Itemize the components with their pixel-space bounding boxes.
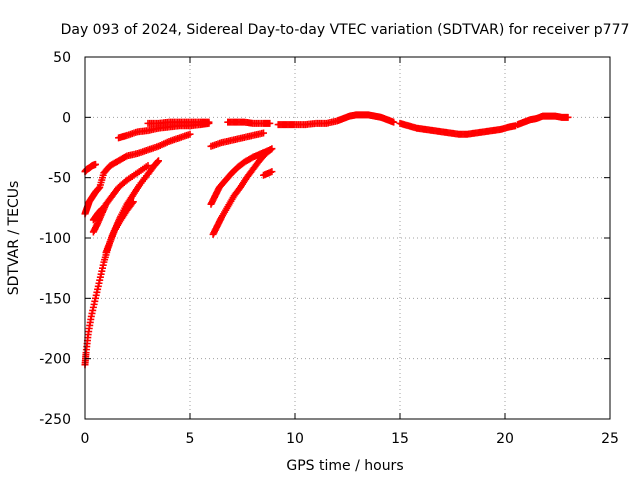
y-tick-label: -100 <box>39 231 71 247</box>
series-arc-m <box>260 168 276 179</box>
y-tick-label: -50 <box>48 171 71 187</box>
series-arc-a <box>81 157 162 369</box>
grid-lines <box>85 57 610 419</box>
data-point <box>122 153 130 161</box>
x-tick-label: 15 <box>391 431 409 447</box>
data-point <box>186 130 194 138</box>
series-arc-h <box>144 118 213 127</box>
chart-title: Day 093 of 2024, Sidereal Day-to-day VTE… <box>61 22 630 38</box>
series-arc-j <box>207 146 274 208</box>
axis-ticks: 0 5 10 15 20 25 -250 -200 -150 -100 -50 0 50 <box>39 50 619 447</box>
y-tick-label: -150 <box>39 291 71 307</box>
y-tick-label: 0 <box>62 110 71 126</box>
data-point <box>260 129 267 137</box>
data-point <box>129 198 137 206</box>
data-point <box>266 146 274 154</box>
series-arc-b <box>81 130 194 218</box>
series-arc-k <box>207 129 267 150</box>
series-arc-p <box>514 112 572 129</box>
data-point <box>390 118 398 126</box>
x-tick-label: 25 <box>601 431 619 447</box>
data-point <box>128 199 136 207</box>
x-axis-label: GPS time / hours <box>286 458 403 474</box>
y-tick-label: -200 <box>39 352 71 368</box>
series-arc-e <box>89 205 106 224</box>
data-point <box>144 162 152 170</box>
y-axis-label: SDTVAR / TECUs <box>6 181 22 296</box>
series-arc-o <box>396 119 519 138</box>
data-points <box>81 111 572 369</box>
x-tick-label: 10 <box>286 431 304 447</box>
data-point <box>564 113 572 121</box>
data-point <box>155 157 162 165</box>
data-point <box>268 168 276 176</box>
series-arc-l <box>224 118 274 127</box>
plot-frame <box>84 56 611 420</box>
data-point <box>98 205 106 213</box>
series-arc-d <box>89 162 152 236</box>
data-point <box>205 118 213 126</box>
y-tick-label: 50 <box>53 50 71 66</box>
series-arc-f <box>102 198 137 256</box>
data-point <box>266 119 274 127</box>
data-point <box>92 160 99 168</box>
x-tick-label: 5 <box>186 431 195 447</box>
series-arc-c <box>81 160 99 176</box>
x-tick-label: 20 <box>496 431 514 447</box>
series-arc-n <box>274 111 398 129</box>
x-tick-label: 0 <box>81 431 90 447</box>
y-tick-label: -250 <box>39 412 71 428</box>
